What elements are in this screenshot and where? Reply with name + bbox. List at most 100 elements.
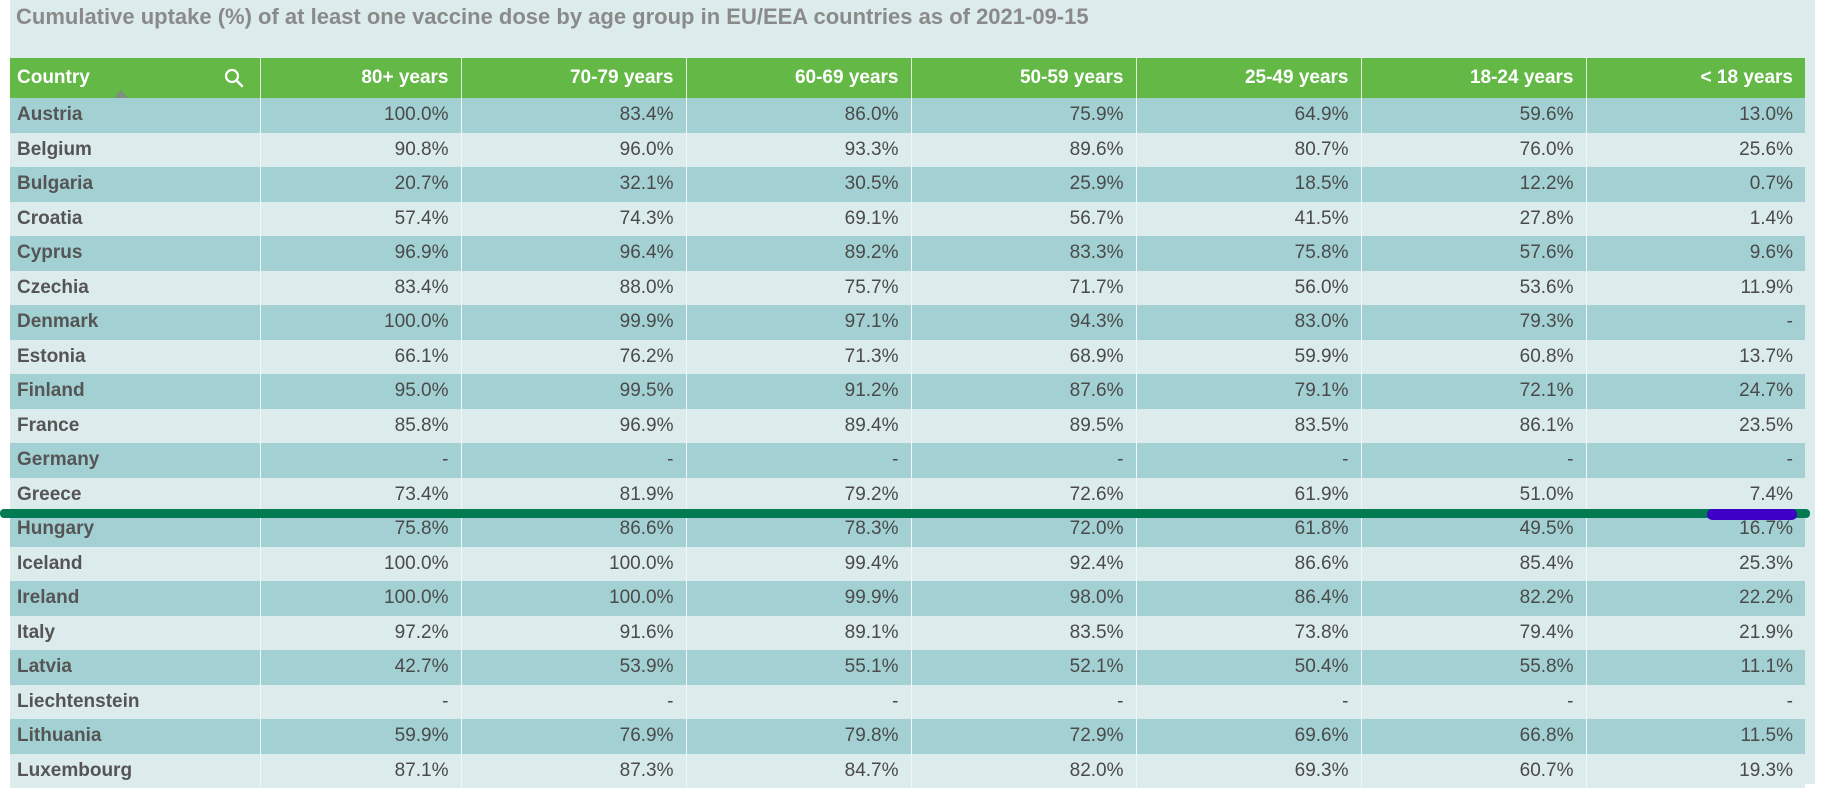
value-cell: 71.7% (911, 270, 1137, 305)
value-cell: 76.0% (1361, 132, 1587, 167)
column-header-4[interactable]: 50-59 years (911, 58, 1137, 98)
value-cell: - (260, 443, 462, 478)
value-cell: 85.8% (260, 408, 462, 443)
value-cell: 91.6% (461, 615, 687, 650)
country-cell: Czechia (10, 270, 261, 305)
value-cell: 86.4% (1136, 581, 1362, 616)
value-cell: 89.1% (686, 615, 912, 650)
value-cell: 64.9% (1136, 98, 1362, 133)
value-cell: 100.0% (461, 546, 687, 581)
value-cell: 23.5% (1586, 408, 1805, 443)
value-cell: 52.1% (911, 650, 1137, 685)
value-cell: 56.7% (911, 201, 1137, 236)
value-cell: 87.3% (461, 753, 687, 788)
table-row[interactable]: Austria 100.0% 83.4% 86.0% 75.9% 64.9% 59.6% 13… (10, 98, 1805, 133)
column-header-5[interactable]: 25-49 years (1136, 58, 1362, 98)
value-cell: 81.9% (461, 477, 687, 512)
value-cell: 79.3% (1361, 305, 1587, 340)
column-header-7[interactable]: < 18 years (1586, 58, 1805, 98)
table-row[interactable]: Denmark 100.0% 99.9% 97.1% 94.3% 83.0% 79.3% - (10, 305, 1805, 340)
country-cell: Germany (10, 443, 261, 478)
value-cell: - (461, 684, 687, 719)
value-cell: 13.0% (1586, 98, 1805, 133)
table-row[interactable]: Italy 97.2% 91.6% 89.1% 83.5% 73.8% 79.4% 21.9% (10, 615, 1805, 650)
value-cell: 69.1% (686, 201, 912, 236)
value-cell: 99.4% (686, 546, 912, 581)
value-cell: 97.2% (260, 615, 462, 650)
page-title: Cumulative uptake (%) of at least one va… (16, 4, 1089, 29)
country-cell: Luxembourg (10, 753, 261, 788)
value-cell: 85.4% (1361, 546, 1587, 581)
table-row[interactable]: Latvia 42.7% 53.9% 55.1% 52.1% 50.4% 55.8% 11.1… (10, 650, 1805, 685)
vertical-scrollbar[interactable] (1805, 58, 1815, 784)
value-cell: 75.9% (911, 98, 1137, 133)
table-row[interactable]: Estonia 66.1% 76.2% 71.3% 68.9% 59.9% 60.8% 13.… (10, 339, 1805, 374)
value-cell: 56.0% (1136, 270, 1362, 305)
value-cell: 88.0% (461, 270, 687, 305)
table-row[interactable]: Croatia 57.4% 74.3% 69.1% 56.7% 41.5% 27.8% 1.4… (10, 201, 1805, 236)
value-cell: 11.9% (1586, 270, 1805, 305)
value-cell: 73.8% (1136, 615, 1362, 650)
value-cell: 22.2% (1586, 581, 1805, 616)
country-cell: Austria (10, 98, 261, 133)
table-row[interactable]: Czechia 83.4% 88.0% 75.7% 71.7% 56.0% 53.6% 11.… (10, 270, 1805, 305)
column-header-1[interactable]: 80+ years (260, 58, 462, 98)
value-cell: 66.8% (1361, 719, 1587, 754)
value-cell: 80.7% (1136, 132, 1362, 167)
column-header-2[interactable]: 70-79 years (461, 58, 687, 98)
table-row[interactable]: Bulgaria 20.7% 32.1% 30.5% 25.9% 18.5% 12.2% 0.… (10, 167, 1805, 202)
value-cell: 13.7% (1586, 339, 1805, 374)
value-cell: 100.0% (260, 546, 462, 581)
value-cell: 86.6% (1136, 546, 1362, 581)
value-cell: 50.4% (1136, 650, 1362, 685)
column-header-label: Country (17, 67, 90, 88)
value-cell: 83.3% (911, 236, 1137, 271)
table-row[interactable]: Germany - - - - - - - (10, 443, 1805, 478)
country-cell: Croatia (10, 201, 261, 236)
value-cell: 20.7% (260, 167, 462, 202)
country-cell: Finland (10, 374, 261, 409)
value-cell: 96.0% (461, 132, 687, 167)
table-row[interactable]: Greece 73.4% 81.9% 79.2% 72.6% 61.9% 51.0% 7.4% (10, 477, 1805, 512)
value-cell: 25.9% (911, 167, 1137, 202)
table-row[interactable]: Iceland 100.0% 100.0% 99.4% 92.4% 86.6% 85.4% 2… (10, 546, 1805, 581)
value-cell: 57.4% (260, 201, 462, 236)
value-cell: 55.1% (686, 650, 912, 685)
table-row[interactable]: Ireland 100.0% 100.0% 99.9% 98.0% 86.4% 82.2% 2… (10, 581, 1805, 616)
search-icon[interactable] (224, 68, 244, 88)
value-cell: 95.0% (260, 374, 462, 409)
country-cell: Belgium (10, 132, 261, 167)
sort-ascending-icon[interactable] (114, 90, 128, 98)
value-cell: 42.7% (260, 650, 462, 685)
table-row[interactable]: Belgium 90.8% 96.0% 93.3% 89.6% 80.7% 76.0% 25.… (10, 132, 1805, 167)
column-header-country[interactable]: Country (10, 58, 261, 98)
value-cell: 7.4% (1586, 477, 1805, 512)
value-cell: 30.5% (686, 167, 912, 202)
value-cell: 72.9% (911, 719, 1137, 754)
annotation-line (0, 509, 1810, 518)
value-cell: 94.3% (911, 305, 1137, 340)
value-cell: 59.9% (1136, 339, 1362, 374)
table-row[interactable]: Cyprus 96.9% 96.4% 89.2% 83.3% 75.8% 57.6% 9.6% (10, 236, 1805, 271)
country-cell: Iceland (10, 546, 261, 581)
column-header-3[interactable]: 60-69 years (686, 58, 912, 98)
table-row[interactable]: Lithuania 59.9% 76.9% 79.8% 72.9% 69.6% 66.8% 1… (10, 719, 1805, 754)
value-cell: 71.3% (686, 339, 912, 374)
value-cell: 79.8% (686, 719, 912, 754)
value-cell: 84.7% (686, 753, 912, 788)
value-cell: 59.6% (1361, 98, 1587, 133)
table-row[interactable]: France 85.8% 96.9% 89.4% 89.5% 83.5% 86.1% 23.5… (10, 408, 1805, 443)
column-header-6[interactable]: 18-24 years (1361, 58, 1587, 98)
value-cell: 98.0% (911, 581, 1137, 616)
value-cell: 19.3% (1586, 753, 1805, 788)
value-cell: 72.1% (1361, 374, 1587, 409)
annotation-mark (1707, 509, 1797, 520)
value-cell: 25.3% (1586, 546, 1805, 581)
table-row[interactable]: Finland 95.0% 99.5% 91.2% 87.6% 79.1% 72.1% 24.… (10, 374, 1805, 409)
country-cell: Greece (10, 477, 261, 512)
table-row[interactable]: Luxembourg 87.1% 87.3% 84.7% 82.0% 69.3% 60.7%… (10, 753, 1805, 788)
table-row[interactable]: Liechtenstein - - - - - - - (10, 684, 1805, 719)
value-cell: 83.4% (260, 270, 462, 305)
value-cell: - (686, 684, 912, 719)
